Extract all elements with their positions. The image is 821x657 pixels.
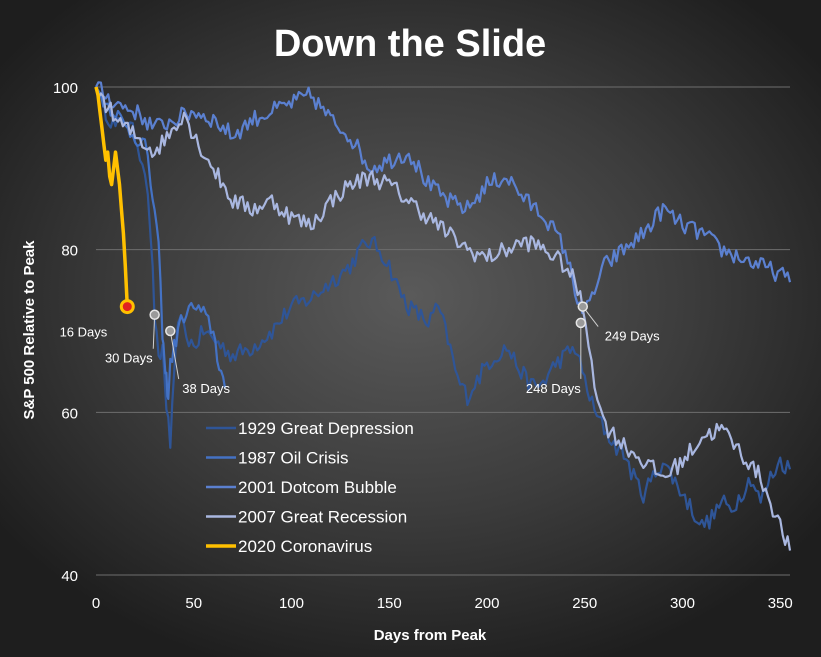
- series-line-1929-great-depression: [94, 86, 792, 530]
- y-tick-label: 80: [61, 243, 78, 260]
- x-tick-label: 0: [92, 595, 100, 612]
- annotation-marker: [165, 325, 176, 337]
- annotation-label: 30 Days: [105, 351, 153, 366]
- series-line-1987-oil-crisis: [95, 86, 227, 400]
- annotation-marker: [575, 317, 587, 329]
- legend-entry: 1929 Great Depression: [238, 419, 414, 438]
- legend-entry: 2020 Coronavirus: [238, 537, 372, 556]
- chart-title: Down the Slide: [274, 23, 546, 65]
- gridlines: [96, 86, 790, 576]
- annotation-label: 248 Days: [526, 381, 581, 396]
- annotation-marker: [149, 309, 160, 320]
- y-tick-label: 100: [53, 80, 78, 97]
- annotation-leader: [169, 330, 180, 380]
- annotation-marker-highlight: [119, 299, 135, 315]
- annotation-label: 16 Days: [60, 325, 108, 340]
- legend: 1929 Great Depression 1987 Oil Crisis 2001…: [206, 419, 414, 556]
- series-line-2007-great-recession: [94, 86, 792, 551]
- x-tick-label: 50: [185, 595, 202, 612]
- legend-entry: 1987 Oil Crisis: [238, 449, 349, 468]
- x-tick-label: 300: [670, 595, 695, 612]
- legend-entry: 2007 Great Recession: [238, 508, 407, 527]
- y-tick-label: 40: [61, 568, 78, 585]
- x-tick-label: 100: [279, 595, 304, 612]
- y-tick-label: 60: [61, 405, 78, 422]
- x-tick-label: 350: [768, 595, 793, 612]
- annotation-leader: [152, 314, 156, 349]
- annotations: 16 Days 30 Days 38 Days 248 Days 249 Days: [60, 299, 660, 396]
- series-line-2020-coronavirus: [94, 86, 130, 307]
- series-line-2001-dotcom-bubble: [95, 81, 792, 315]
- x-tick-label: 200: [474, 595, 499, 612]
- x-axis-ticks: 0 50 100 150 200 250 300 350: [92, 595, 793, 612]
- x-tick-label: 250: [572, 595, 597, 612]
- y-axis-label: S&P 500 Relative to Peak: [21, 240, 38, 420]
- annotation-marker: [577, 301, 589, 312]
- series-lines: [94, 81, 792, 551]
- x-tick-label: 150: [377, 595, 402, 612]
- x-axis-label: Days from Peak: [374, 627, 487, 644]
- annotation-label: 249 Days: [605, 329, 660, 344]
- y-axis-ticks: 40 60 80 100: [53, 80, 78, 585]
- annotation-label: 38 Days: [182, 381, 230, 396]
- legend-entry: 2001 Dotcom Bubble: [238, 478, 397, 497]
